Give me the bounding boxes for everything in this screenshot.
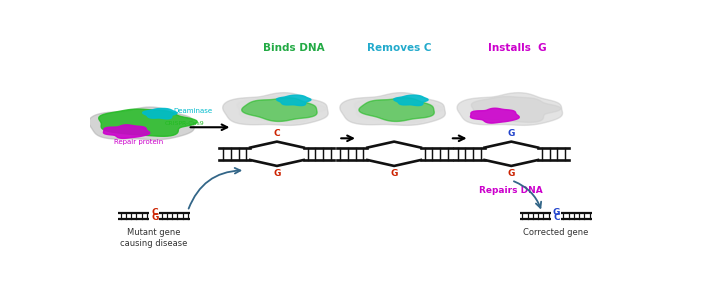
Text: Repairs DNA: Repairs DNA [480, 186, 543, 195]
Polygon shape [472, 96, 561, 122]
Polygon shape [276, 95, 311, 106]
Polygon shape [89, 107, 194, 140]
Polygon shape [359, 98, 434, 121]
Text: Removes C: Removes C [367, 43, 432, 53]
Text: Corrected gene: Corrected gene [523, 228, 589, 237]
Text: G: G [553, 208, 560, 218]
Text: G: G [151, 213, 158, 222]
Polygon shape [394, 95, 428, 106]
Text: CRISPR-Cas9: CRISPR-Cas9 [164, 121, 204, 126]
Text: Repair protein: Repair protein [114, 139, 163, 145]
Polygon shape [222, 93, 328, 125]
Text: C: C [553, 213, 560, 222]
Polygon shape [354, 96, 444, 122]
Polygon shape [143, 108, 177, 119]
Text: C: C [274, 129, 280, 138]
Text: G: G [508, 169, 515, 178]
Text: G: G [508, 129, 515, 138]
Polygon shape [470, 108, 519, 123]
Text: Installs  G: Installs G [487, 43, 546, 53]
Text: C: C [151, 208, 158, 218]
Text: Deaminase: Deaminase [174, 108, 213, 114]
Text: G: G [274, 169, 281, 178]
Polygon shape [340, 93, 446, 125]
Text: Binds DNA: Binds DNA [263, 43, 325, 53]
Polygon shape [457, 93, 562, 125]
Text: G: G [390, 169, 397, 178]
Text: Mutant gene
causing disease: Mutant gene causing disease [120, 228, 188, 248]
Polygon shape [104, 125, 150, 138]
Polygon shape [242, 98, 317, 121]
Polygon shape [99, 109, 197, 136]
Polygon shape [237, 96, 326, 122]
